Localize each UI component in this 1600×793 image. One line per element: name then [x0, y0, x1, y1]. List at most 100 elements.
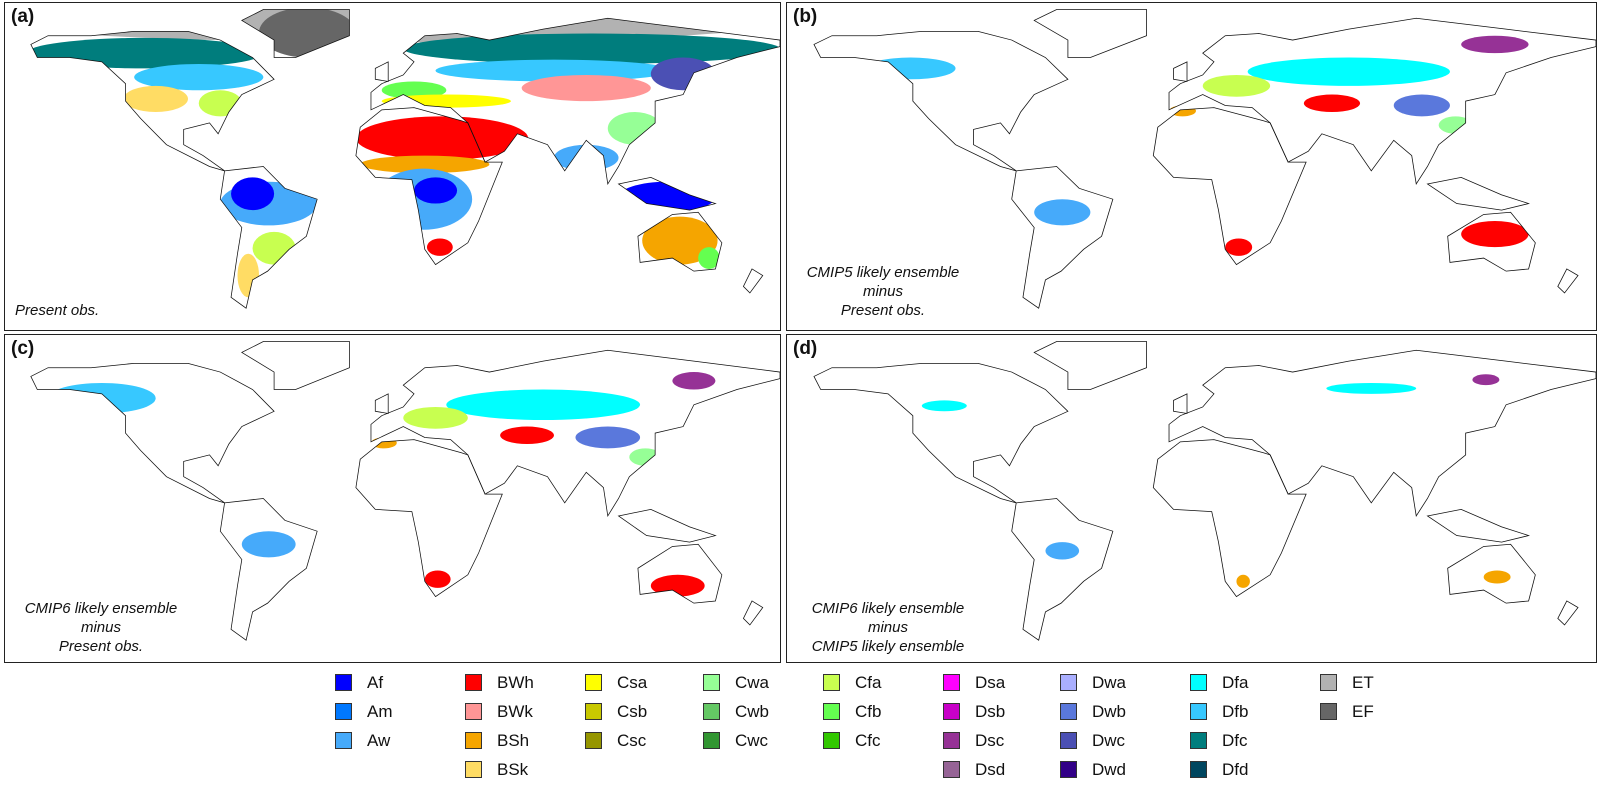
legend-swatch: [585, 703, 602, 720]
climate-zones: [30, 9, 780, 298]
legend-column: Af Am Aw: [335, 668, 393, 755]
legend-item: Dwa: [1060, 668, 1126, 697]
zone-Af: [414, 177, 458, 204]
legend-label: BWh: [497, 672, 534, 692]
legend-swatch: [1190, 732, 1207, 749]
country-border: [1173, 393, 1188, 414]
legend-swatch: [1320, 703, 1337, 720]
zone-Dfa: [1326, 382, 1417, 394]
country-border: [617, 509, 717, 543]
country-border: [219, 498, 318, 641]
legend-swatch: [1060, 674, 1077, 691]
legend-label: Cwa: [735, 672, 770, 692]
country-border: [241, 9, 350, 58]
zone-Af: [231, 177, 275, 211]
legend-swatch: [823, 674, 840, 691]
country-border: [1557, 600, 1579, 626]
panel-c: (c) CMIP6 likely ensemble minus Present ob…: [4, 334, 781, 663]
legend-item: Cwa: [703, 668, 769, 697]
legend-item: BSk: [465, 755, 534, 784]
zone-Dwb: [1393, 94, 1450, 117]
country-border: [1152, 107, 1307, 266]
zone-Dfc: [30, 37, 264, 69]
zone-Cfa: [403, 406, 468, 429]
panel-label: (d): [793, 338, 818, 359]
country-border: [370, 17, 780, 186]
country-border: [1011, 166, 1114, 309]
legend-label: Dwb: [1092, 701, 1127, 721]
legend-swatch: [1060, 732, 1077, 749]
zone-Dsc: [1461, 35, 1529, 54]
country-border: [1426, 177, 1530, 211]
legend-swatch: [1060, 703, 1077, 720]
panel-label: (a): [11, 6, 35, 27]
legend-label: Csc: [617, 730, 647, 750]
legend-item: Csb: [585, 697, 647, 726]
legend-label: BWk: [497, 701, 533, 721]
legend-item: Dfa: [1190, 668, 1248, 697]
legend-item: Dfd: [1190, 755, 1248, 784]
legend-swatch: [943, 732, 960, 749]
country-border: [241, 341, 350, 390]
legend-item: BWh: [465, 668, 534, 697]
panel-caption: Present obs.: [15, 301, 99, 320]
legend-label: ET: [1352, 672, 1374, 692]
legend-column: ET EF: [1320, 668, 1374, 726]
country-border: [1173, 61, 1188, 82]
zone-Dfb: [435, 59, 673, 82]
zone-BSh: [1483, 570, 1511, 584]
legend-swatch: [465, 732, 482, 749]
legend-item: Am: [335, 697, 393, 726]
zone-Dfb: [813, 57, 877, 75]
legend-item: ET: [1320, 668, 1374, 697]
legend-item: BSh: [465, 726, 534, 755]
legend-label: Af: [367, 672, 384, 692]
zone-BSk: [237, 253, 260, 298]
legend-label: Cfa: [855, 672, 882, 692]
legend-label: BSk: [497, 759, 529, 779]
country-border: [355, 439, 503, 598]
legend-item: Csa: [585, 668, 647, 697]
country-border: [30, 30, 275, 172]
panel-caption: CMIP6 likely ensemble minus Present obs.: [11, 599, 191, 656]
zone-Dfb: [48, 382, 156, 414]
legend-item: EF: [1320, 697, 1374, 726]
zone-BWh: [426, 238, 453, 256]
country-border: [637, 211, 723, 272]
legend-item: Dwb: [1060, 697, 1126, 726]
legend-label: Dwa: [1092, 672, 1127, 692]
legend-item: Dwc: [1060, 726, 1126, 755]
panel-a: (a) Present obs.: [4, 2, 781, 331]
zone-Aw: [1045, 542, 1080, 560]
country-border: [370, 349, 780, 518]
legend-swatch: [1320, 674, 1337, 691]
legend-swatch: [335, 732, 352, 749]
legend-label: Dsd: [975, 759, 1006, 779]
caption-line: CMIP6 likely ensemble: [24, 600, 178, 617]
zone-Cfb: [381, 81, 447, 99]
country-border: [1447, 211, 1536, 272]
legend-label: Dsa: [975, 672, 1006, 692]
zone-Af: [618, 181, 716, 213]
climate-zones: [48, 372, 716, 597]
legend-item: Dsb: [943, 697, 1005, 726]
panel-label: (b): [793, 6, 818, 27]
caption-line: minus: [867, 619, 908, 636]
legend-label: Cfb: [855, 701, 882, 721]
zone-Aw: [553, 144, 619, 171]
panel-caption: CMIP5 likely ensemble minus Present obs.: [793, 263, 973, 320]
legend-column: Csa Csb Csc: [585, 668, 647, 755]
legend-column: BWh BWk BSh BSk: [465, 668, 534, 784]
country-border: [742, 268, 764, 294]
legend-label: Dwd: [1092, 759, 1127, 779]
country-border: [1447, 543, 1536, 604]
map-b: [813, 9, 1596, 309]
zone-BWh: [1225, 238, 1253, 256]
country-border: [813, 30, 1069, 172]
zone-BWh: [355, 116, 529, 160]
country-border: [1152, 439, 1307, 598]
legend-item: Dwd: [1060, 755, 1126, 784]
legend-label: Csa: [617, 672, 648, 692]
legend-item: Cfb: [823, 697, 881, 726]
legend-item: Af: [335, 668, 393, 697]
